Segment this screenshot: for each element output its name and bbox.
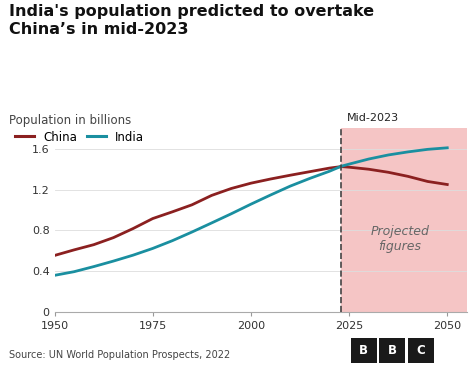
Text: Source: UN World Population Prospects, 2022: Source: UN World Population Prospects, 2… [9,350,231,360]
Text: Population in billions: Population in billions [9,114,132,127]
Text: C: C [416,344,425,357]
Text: B: B [388,344,397,357]
Text: India's population predicted to overtake
China’s in mid-2023: India's population predicted to overtake… [9,4,374,37]
Text: Mid-2023: Mid-2023 [347,113,399,123]
Bar [341,128,474,312]
Legend: China, India: China, India [15,131,145,144]
Text: B: B [359,344,368,357]
Text: Projected
figures: Projected figures [371,225,429,252]
